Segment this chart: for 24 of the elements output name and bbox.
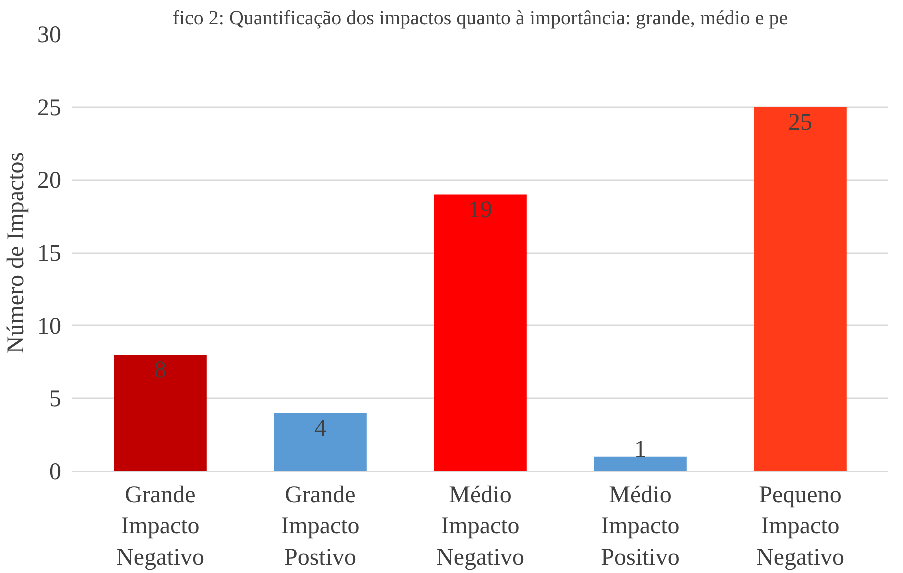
data-label: 25 <box>788 110 812 136</box>
x-tick-label: Pequeno Impacto Negativo <box>756 482 844 571</box>
y-tick-label: 25 <box>38 95 62 122</box>
x-tick-label: Médio Impacto Negativo <box>436 482 524 571</box>
bar <box>114 354 207 472</box>
x-tick-label: Grande Impacto Negativo <box>116 482 204 571</box>
data-label: 4 <box>314 416 326 442</box>
y-axis-title: Número de Impactos <box>4 152 30 354</box>
data-label: 19 <box>468 197 492 224</box>
x-tick-label: Médio Impacto Positivo <box>601 482 680 571</box>
y-tick-label: 5 <box>50 386 62 413</box>
y-tick-label: 15 <box>38 241 62 267</box>
bar <box>274 413 367 472</box>
y-tick-label: 10 <box>38 314 62 340</box>
chart-title: fico 2: Quantificação dos impactos quanto à importância: grande, médio e pe <box>172 8 788 30</box>
x-tick-label: Grande Impacto Postivo <box>281 482 360 571</box>
data-label: 8 <box>154 358 166 384</box>
bar <box>434 194 527 472</box>
y-tick-label: 30 <box>38 22 62 48</box>
bar <box>754 107 847 472</box>
bar <box>594 456 687 472</box>
y-tick-label: 0 <box>50 460 62 486</box>
data-label: 1 <box>634 436 646 463</box>
y-tick-label: 20 <box>38 168 62 194</box>
